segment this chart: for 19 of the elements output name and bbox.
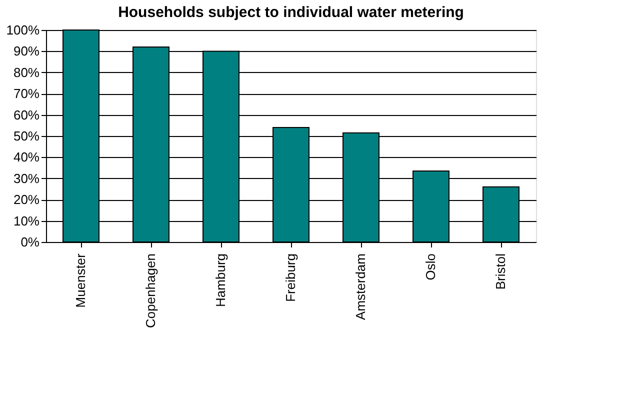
y-tick-label: 10% (13, 213, 40, 228)
y-tick-label: 100% (6, 22, 40, 38)
y-tick-label: 40% (13, 150, 40, 165)
y-tick-label: 80% (13, 64, 40, 80)
y-tick-label: 30% (13, 170, 40, 186)
x-tick-label: Copenhagen (143, 254, 158, 328)
y-tick-label: 0% (20, 234, 40, 250)
y-tick-label: 20% (13, 192, 40, 208)
x-tick-label: Freiburg (283, 254, 298, 302)
x-tick-label: Oslo (423, 254, 438, 280)
y-tick-label: 70% (13, 86, 40, 102)
chart-title: Households subject to individual water metering (118, 4, 464, 21)
y-tick-label: 90% (13, 44, 40, 59)
x-tick-label: Amsterdam (353, 254, 368, 320)
x-tick-label: Muenster (73, 252, 88, 308)
x-tick-label: Bristol (493, 253, 508, 290)
y-tick-label: 60% (13, 107, 40, 122)
x-tick-label: Hamburg (213, 254, 228, 307)
y-tick-label: 50% (13, 128, 40, 144)
